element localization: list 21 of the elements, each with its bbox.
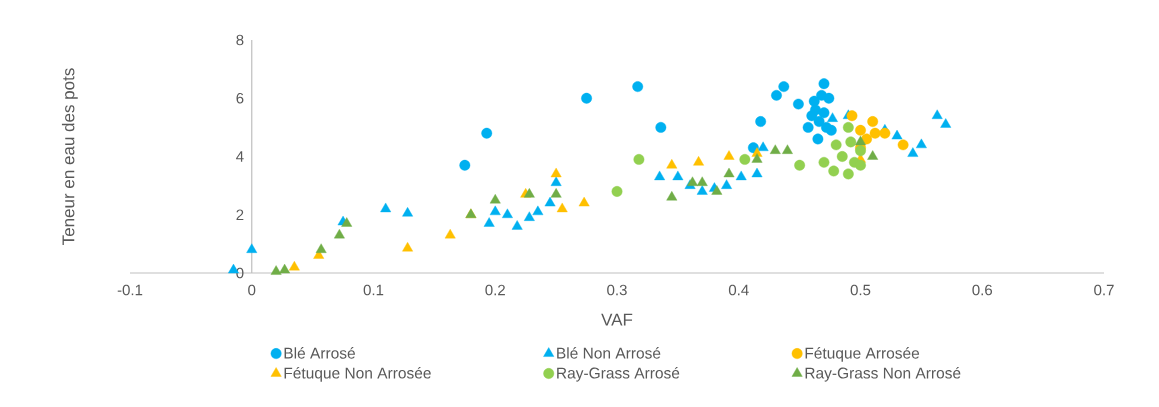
legend-label: Ray-Grass Non Arrosé [805,367,961,382]
x-tick-label: 0.3 [607,284,627,296]
x-tick-label: 0.2 [485,284,505,296]
legend-label: Blé Non Arrosé [557,347,661,359]
x-tick-label: 0.5 [850,284,871,296]
x-tick-label: 0.6 [972,284,993,296]
legend-label: Ray-Grass Arrosé [557,367,680,382]
y-tick-label: 4 [236,151,244,162]
x-tick-label: 0 [248,284,256,296]
x-tick-label: 0.4 [728,284,749,296]
legend-label: Fétuque Non Arrosée [284,367,431,382]
y-tick-label: 2 [236,209,244,220]
y-tick-label: 6 [236,92,244,104]
y-axis-title: Teneur en eau des pots [61,68,78,245]
y-tick-label: 8 [236,34,244,46]
x-tick-label: 0.1 [363,284,384,296]
legend-label: Blé Arrosé [284,347,355,359]
legend-label: Fétuque Arrosée [805,347,920,362]
x-axis-title: VAF [601,313,633,326]
x-tick-label: 0.7 [1094,284,1114,296]
x-tick-label: -0.1 [117,284,143,296]
